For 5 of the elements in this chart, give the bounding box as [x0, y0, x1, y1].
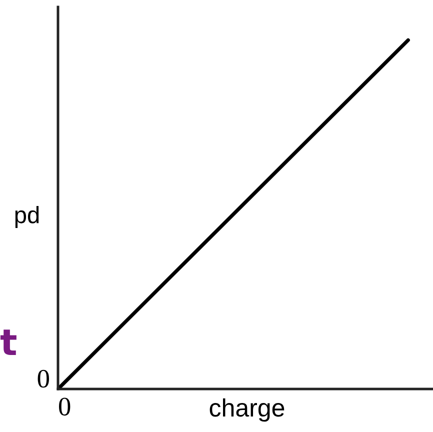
text: 0 — [59, 398, 70, 416]
annotation: t — [0, 330, 16, 355]
y-axis-title: pd — [15, 206, 39, 228]
annotation: 0 — [38, 370, 49, 388]
x-axis-title: charge — [210, 398, 284, 422]
